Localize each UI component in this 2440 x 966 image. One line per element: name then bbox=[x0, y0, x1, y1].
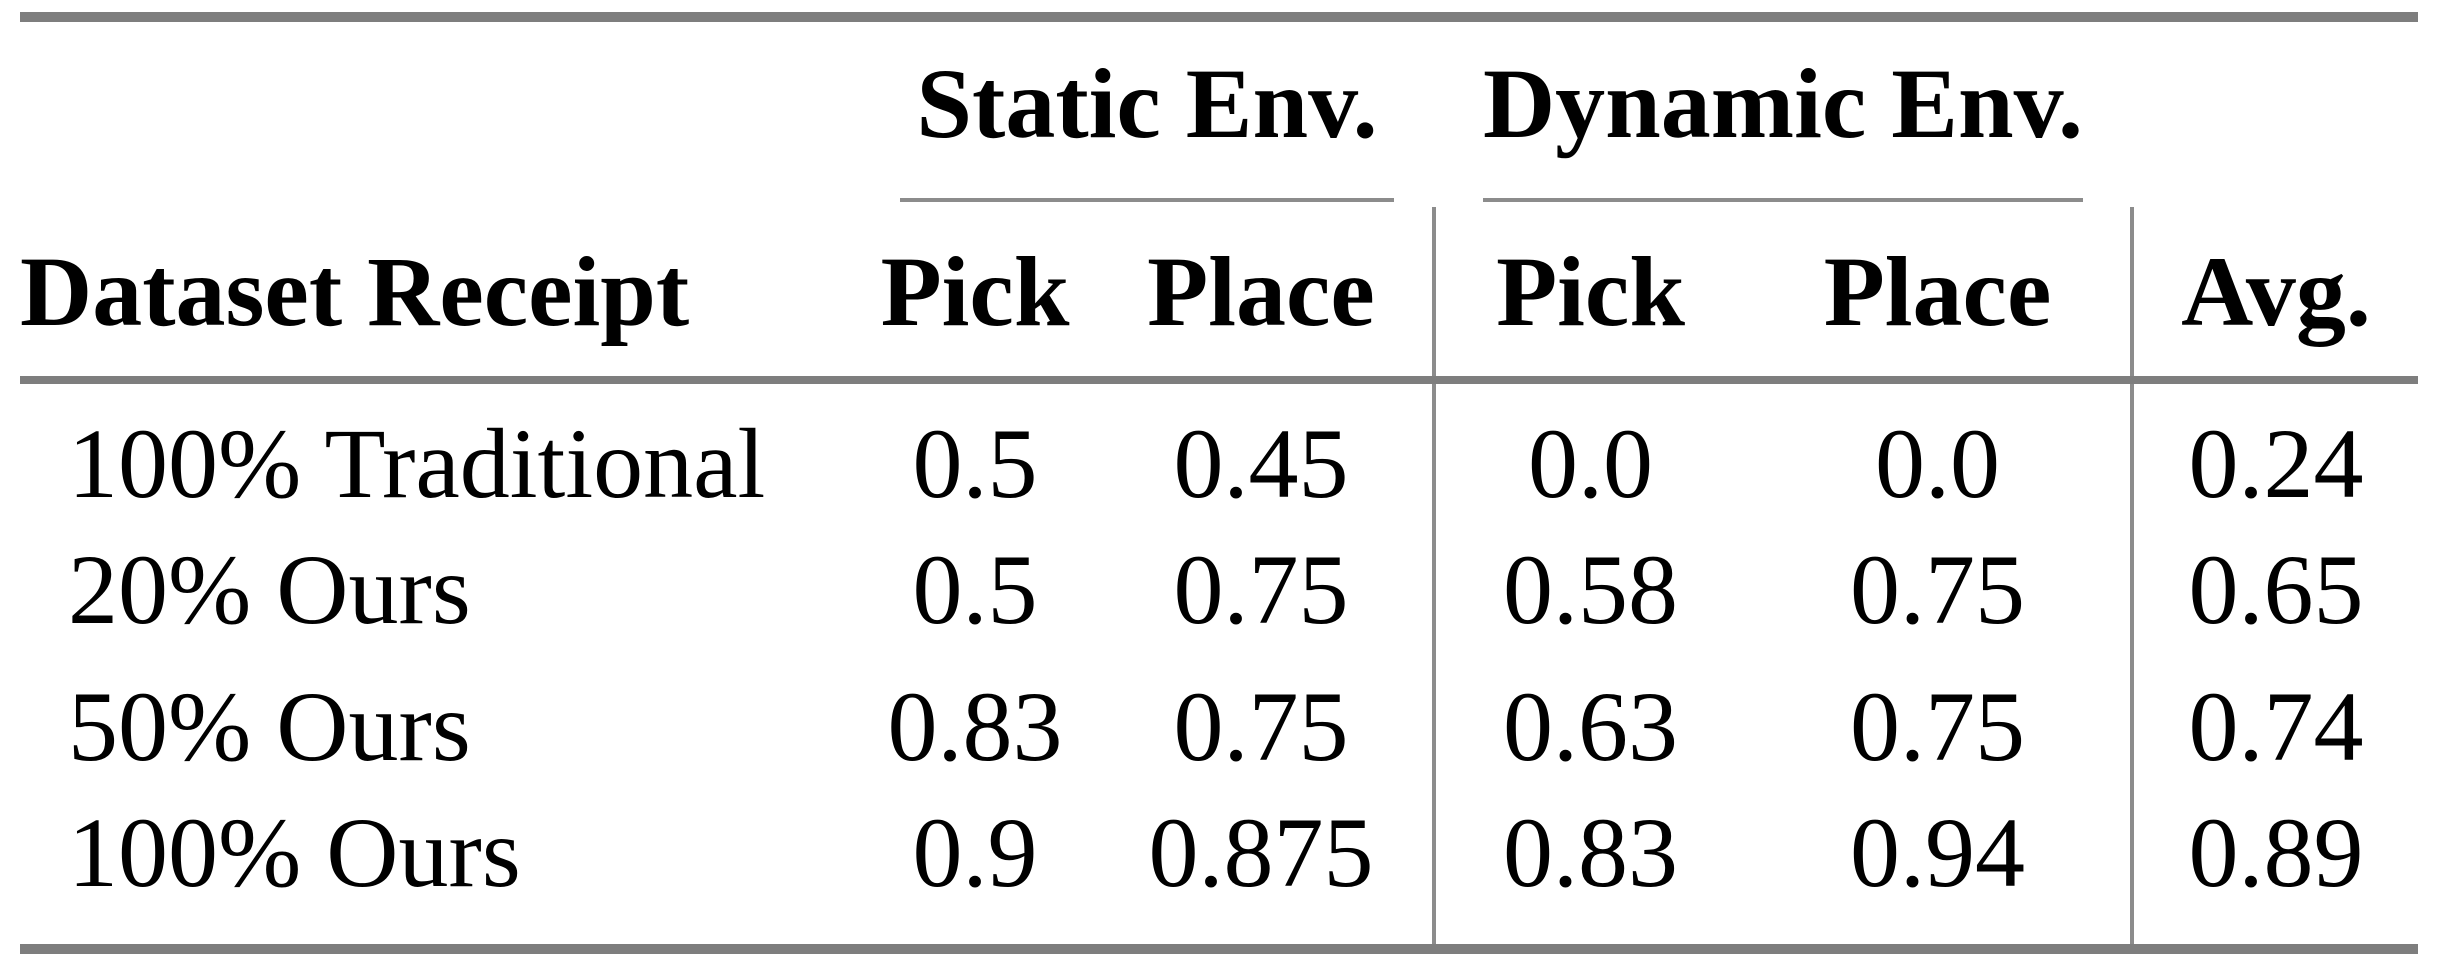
row-label: 100% Ours bbox=[68, 797, 521, 908]
cell-dynamic-pick: 0.0 bbox=[1432, 380, 1745, 521]
row-label: 50% Ours bbox=[68, 671, 471, 782]
cell-dynamic-place: 0.75 bbox=[1850, 671, 2025, 782]
cell-avg: 0.74 bbox=[2130, 658, 2419, 795]
results-table: Static Env. Dynamic Env. Dataset Receipt… bbox=[20, 12, 2419, 954]
dynamic-env-underline-rule bbox=[1482, 198, 2084, 202]
column-header-row: Dataset Receipt Pick Place Pick Place Av… bbox=[20, 207, 2419, 384]
table-row: 20% Ours 0.5 0.75 0.58 0.75 0.65 bbox=[20, 521, 2419, 658]
cell-avg: 0.89 bbox=[2130, 795, 2419, 949]
static-env-underline-rule bbox=[900, 198, 1394, 202]
table-row: 100% Traditional 0.5 0.45 0.0 0.0 0.24 bbox=[20, 380, 2419, 521]
static-env-label: Static Env. bbox=[916, 48, 1378, 159]
column-header-dynamic-place: Place bbox=[1745, 207, 2133, 384]
spacer-cell bbox=[2132, 17, 2418, 207]
cell-static-place: 0.45 bbox=[1173, 408, 1349, 519]
cell-static-place: 0.75 bbox=[1173, 534, 1349, 645]
column-header-static-place: Place bbox=[1090, 207, 1434, 384]
column-header-static-pick: Pick bbox=[860, 207, 1090, 384]
row-label: 100% Traditional bbox=[68, 408, 766, 519]
cell-static-pick: 0.5 bbox=[912, 408, 1038, 519]
cell-dynamic-pick: 0.83 bbox=[1432, 795, 1745, 949]
static-env-group-header: Static Env. bbox=[860, 17, 1434, 207]
cell-dynamic-pick: 0.58 bbox=[1432, 521, 1745, 658]
cell-dynamic-place: 0.94 bbox=[1850, 797, 2025, 908]
column-header-avg: Avg. bbox=[2130, 207, 2419, 384]
table-row: 50% Ours 0.83 0.75 0.63 0.75 0.74 bbox=[20, 658, 2419, 795]
cell-static-place: 0.75 bbox=[1173, 671, 1349, 782]
row-label: 20% Ours bbox=[68, 534, 471, 645]
cell-static-place: 0.875 bbox=[1148, 797, 1374, 908]
dynamic-env-group-header: Dynamic Env. bbox=[1434, 17, 2132, 207]
column-header-dataset-receipt: Dataset Receipt bbox=[20, 207, 860, 384]
cell-avg: 0.24 bbox=[2130, 380, 2419, 521]
cell-dynamic-place: 0.0 bbox=[1875, 408, 2000, 519]
cell-avg: 0.65 bbox=[2130, 521, 2419, 658]
cell-dynamic-place: 0.75 bbox=[1850, 534, 2025, 645]
column-header-dynamic-pick: Pick bbox=[1432, 207, 1745, 384]
table-row: 100% Ours 0.9 0.875 0.83 0.94 0.89 bbox=[20, 795, 2419, 949]
spacer-cell bbox=[20, 17, 860, 207]
cell-static-pick: 0.83 bbox=[887, 671, 1063, 782]
cell-dynamic-pick: 0.63 bbox=[1432, 658, 1745, 795]
group-header-row: Static Env. Dynamic Env. bbox=[20, 17, 2418, 207]
cell-static-pick: 0.9 bbox=[912, 797, 1038, 908]
cell-static-pick: 0.5 bbox=[912, 534, 1038, 645]
dynamic-env-label: Dynamic Env. bbox=[1482, 48, 2084, 159]
